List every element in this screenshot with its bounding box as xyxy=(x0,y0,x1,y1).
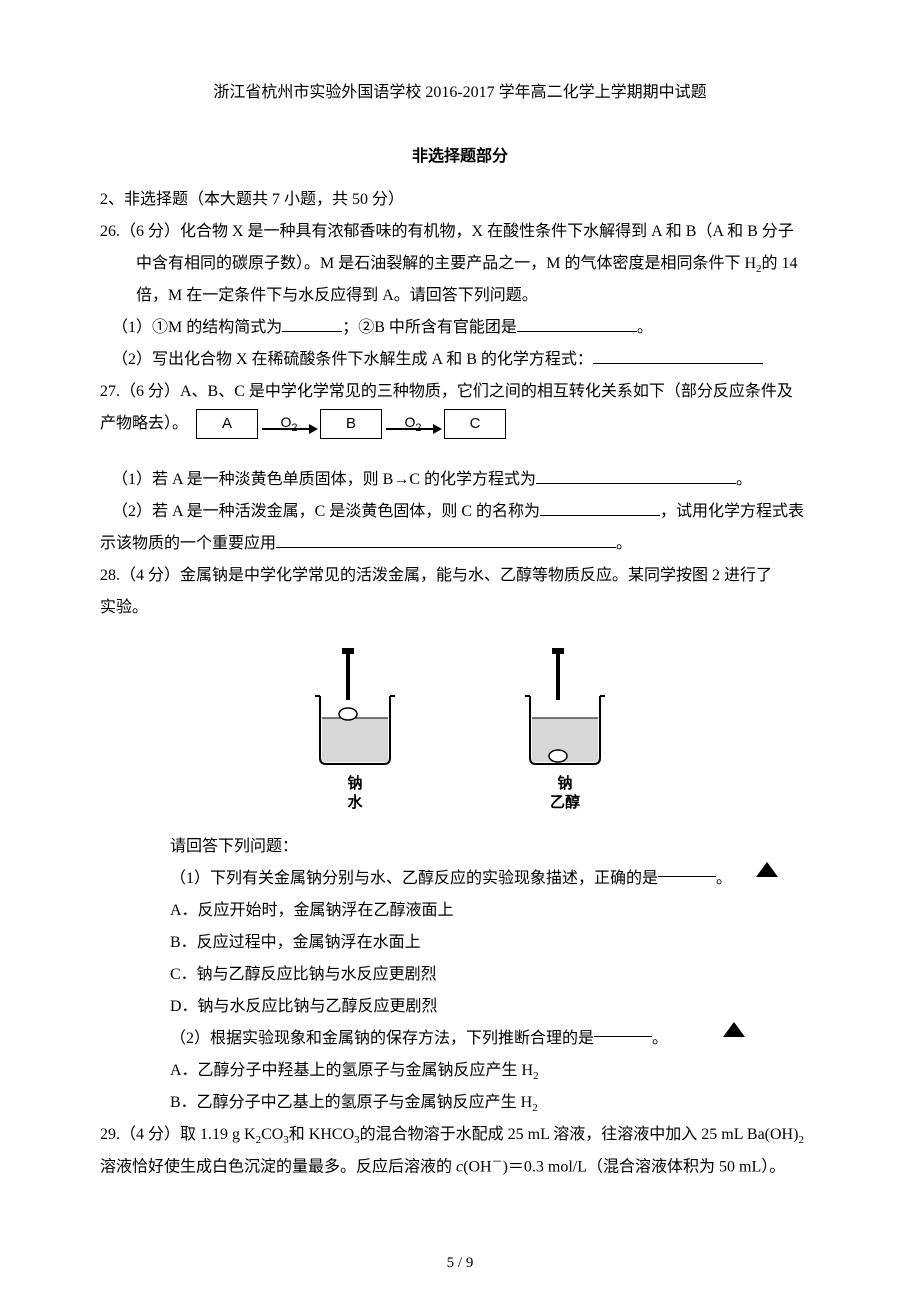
q29-s1a: 29.（4 分）取 1.19 g K xyxy=(100,1126,256,1143)
beaker-right-label: 钠 乙醇 xyxy=(510,775,620,813)
q26-p1c: 。 xyxy=(637,319,653,336)
q28-p1-text: （1）下列有关金属钠分别与水、乙醇反应的实验现象描述，正确的是 xyxy=(170,870,658,887)
page-number: 5 / 9 xyxy=(0,1255,920,1272)
q29-stem-2: 溶液恰好使生成白色沉淀的量最多。反应后溶液的 c(OH－)＝0.3 mol/L（… xyxy=(100,1151,820,1183)
label-na: 钠 xyxy=(347,776,362,792)
q28-opt2A-a: A．乙醇分子中羟基上的氢原子与金属钠反应产生 H xyxy=(170,1062,533,1079)
q26-p1a: （1）①M 的结构简式为 xyxy=(112,319,282,336)
q28-stem-1: 28.（4 分）金属钠是中学化学常见的活泼金属，能与水、乙醇等物质反应。某同学按… xyxy=(100,560,820,592)
q27-arrow-2: O2 xyxy=(382,409,444,439)
q26-p1: （1）①M 的结构简式为 ；②B 中所含有官能团是 。 xyxy=(100,312,820,344)
q28-ans-header: 请回答下列问题： xyxy=(100,831,820,863)
q29-s1b: CO xyxy=(261,1126,283,1143)
q27-diagram: A O2 B O2 C xyxy=(196,409,506,439)
label-water: 水 xyxy=(347,795,362,811)
q26-p1b: ；②B 中所含有官能团是 xyxy=(342,319,517,336)
blank xyxy=(540,515,660,516)
q27-p2-line1: （2）若 A 是一种活泼金属，C 是淡黄色固体，则 C 的名称为 ，试用化学方程式… xyxy=(100,496,820,528)
period: 。 xyxy=(716,870,732,887)
q28-optA: A．反应开始时，金属钠浮在乙醇液面上 xyxy=(100,895,820,927)
label-na: 钠 xyxy=(557,776,572,792)
triangle-icon xyxy=(756,855,778,887)
q28-optB: B．反应过程中，金属钠浮在水面上 xyxy=(100,927,820,959)
q27-p1a: （1）若 A 是一种淡黄色单质固体，则 B→C 的化学方程式为 xyxy=(112,471,536,488)
q27-node-a: A xyxy=(196,409,258,439)
q28-optD: D．钠与水反应比钠与乙醇反应更剧烈 xyxy=(100,991,820,1023)
spacer xyxy=(100,440,820,464)
q27-p2c: 示该物质的一个重要应用 xyxy=(100,535,276,552)
q27-p2d: 。 xyxy=(616,535,632,552)
beaker-left: 钠 水 xyxy=(300,646,410,813)
h2-sub: 2 xyxy=(533,1070,539,1082)
sub2b: 2 xyxy=(798,1134,804,1146)
q27-p1b: 。 xyxy=(736,471,752,488)
beaker-icon xyxy=(510,646,620,766)
beaker-right: 钠 乙醇 xyxy=(510,646,620,813)
q28-p2-text: （2）根据实验现象和金属钠的保存方法，下列推断合理的是 xyxy=(170,1030,594,1047)
q29-s2c: )＝0.3 mol/L（混合溶液体积为 50 mL）。 xyxy=(503,1159,786,1176)
blank xyxy=(282,331,342,332)
q29-stem-1: 29.（4 分）取 1.19 g K2CO3和 KHCO3的混合物溶于水配成 2… xyxy=(100,1119,820,1151)
arrow-line-icon xyxy=(386,428,436,430)
period: 。 xyxy=(652,1030,668,1047)
q29-s2a: 溶液恰好使生成白色沉淀的量最多。反应后溶液的 xyxy=(100,1159,456,1176)
q28-p2: （2）根据实验现象和金属钠的保存方法，下列推断合理的是 。 xyxy=(100,1023,820,1055)
intro-line: 2、非选择题（本大题共 7 小题，共 50 分） xyxy=(100,184,820,216)
q26-p2: （2）写出化合物 X 在稀硫酸条件下水解生成 A 和 B 的化学方程式： xyxy=(100,344,820,376)
q28-stem-2: 实验。 xyxy=(100,592,820,624)
q29-s1d: 的混合物溶于水配成 25 mL 溶液，往溶液中加入 25 mL Ba(OH) xyxy=(360,1126,799,1143)
q27-p2b: ，试用化学方程式表 xyxy=(660,503,804,520)
q27-node-b: B xyxy=(320,409,382,439)
sup-minus: － xyxy=(492,1156,503,1168)
answer-line xyxy=(594,1036,652,1037)
q26-stem-3: 倍，M 在一定条件下与水反应得到 A。请回答下列问题。 xyxy=(100,280,820,312)
arrow-head-icon xyxy=(433,424,442,434)
q28-p1: （1）下列有关金属钠分别与水、乙醇反应的实验现象描述，正确的是 。 xyxy=(100,863,820,895)
q28-opt2A: A．乙醇分子中羟基上的氢原子与金属钠反应产生 H2 xyxy=(100,1055,820,1087)
h2-sub: 2 xyxy=(532,1102,538,1114)
answer-line xyxy=(658,876,716,877)
beaker-left-label: 钠 水 xyxy=(300,775,410,813)
q27-stem-b-row: 产物略去）。 A O2 B O2 C xyxy=(100,408,820,440)
q28-opt2B-a: B．乙醇分子中乙基上的氢原子与金属钠反应产生 H xyxy=(170,1094,532,1111)
q28-opt2B: B．乙醇分子中乙基上的氢原子与金属钠反应产生 H2 xyxy=(100,1087,820,1119)
q29-s2b: (OH xyxy=(463,1159,491,1176)
q27-p2-line2: 示该物质的一个重要应用 。 xyxy=(100,528,820,560)
q26-stem-1: 26.（6 分）化合物 X 是一种具有浓郁香味的有机物，X 在酸性条件下水解得到… xyxy=(100,216,820,248)
q28-optC: C．钠与乙醇反应比钠与水反应更剧烈 xyxy=(100,959,820,991)
q27-stem: 27.（6 分）A、B、C 是中学化学常见的三种物质，它们之间的相互转化关系如下… xyxy=(100,376,820,408)
q27-arrow-1: O2 xyxy=(258,409,320,439)
q26-stem-2: 中含有相同的碳原子数）。M 是石油裂解的主要产品之一，M 的气体密度是相同条件下… xyxy=(100,248,820,280)
blank xyxy=(276,547,616,548)
section-title: 非选择题部分 xyxy=(100,142,820,166)
q26-stem-2a: 中含有相同的碳原子数）。M 是石油裂解的主要产品之一，M 的气体密度是相同条件下… xyxy=(136,255,756,272)
q27-p2a: （2）若 A 是一种活泼金属，C 是淡黄色固体，则 C 的名称为 xyxy=(112,503,540,520)
blank xyxy=(536,483,736,484)
q29-s1c: 和 KHCO xyxy=(289,1126,354,1143)
q26-stem-2b: 的 14 xyxy=(762,255,798,272)
page-header: 浙江省杭州市实验外国语学校 2016-2017 学年高二化学上学期期中试题 xyxy=(100,78,820,102)
label-ethanol: 乙醇 xyxy=(550,795,580,811)
blank xyxy=(517,331,637,332)
arrow-head-icon xyxy=(309,424,318,434)
q28-figure: 钠 水 钠 乙醇 xyxy=(100,646,820,813)
q27-stem-b: 产物略去）。 xyxy=(100,408,188,440)
q27-node-c: C xyxy=(444,409,506,439)
q27-stem-a: 27.（6 分）A、B、C 是中学化学常见的三种物质，它们之间的相互转化关系如下… xyxy=(100,383,793,400)
q27-p1: （1）若 A 是一种淡黄色单质固体，则 B→C 的化学方程式为 。 xyxy=(100,464,820,496)
blank xyxy=(593,363,763,364)
q26-p2a: （2）写出化合物 X 在稀硫酸条件下水解生成 A 和 B 的化学方程式： xyxy=(112,351,593,368)
arrow-line-icon xyxy=(262,428,312,430)
beaker-icon xyxy=(300,646,410,766)
triangle-icon xyxy=(723,1015,745,1047)
